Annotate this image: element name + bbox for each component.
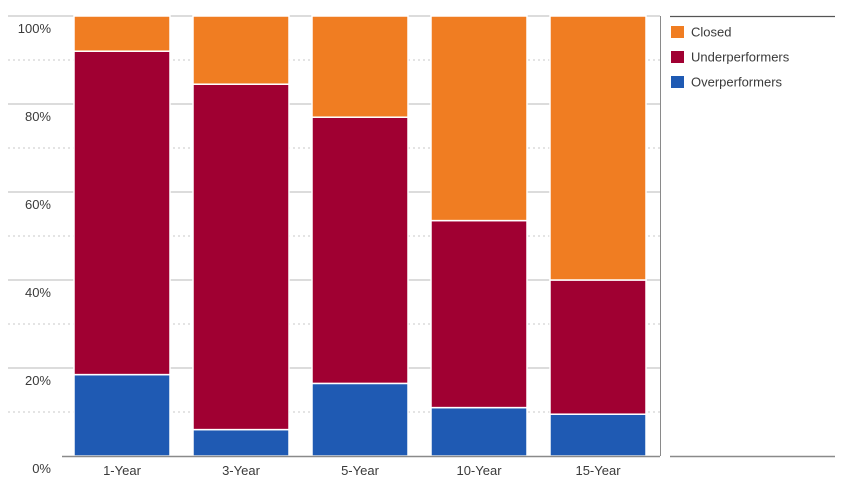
bar-stack-10-year: [430, 15, 528, 457]
y-axis-labels: 0% 20% 40% 60% 80% 100%: [18, 21, 52, 476]
bar-underperformers-5-year: [311, 116, 409, 385]
bar-underperformers-10-year: [430, 219, 528, 409]
bar-closed-1-year: [73, 15, 171, 52]
legend-label: Closed: [691, 25, 731, 40]
x-tick-label: 15-Year: [575, 463, 621, 478]
bar-overperformers-10-year: [430, 406, 528, 457]
bar-underperformers-15-year: [549, 279, 647, 415]
bar-closed-3-year: [192, 15, 290, 85]
x-tick-label: 5-Year: [341, 463, 379, 478]
legend-label: Overperformers: [691, 75, 783, 90]
bar-closed-15-year: [549, 15, 647, 281]
legend-item-closed: Closed: [671, 25, 731, 40]
bar-overperformers-5-year: [311, 382, 409, 457]
bar-overperformers-15-year: [549, 413, 647, 457]
y-tick-label: 100%: [18, 21, 52, 36]
bar-overperformers-1-year: [73, 373, 171, 457]
legend-swatch: [671, 51, 684, 63]
y-tick-label: 80%: [25, 109, 51, 124]
legend-item-overperformers: Overperformers: [671, 75, 783, 90]
legend-label: Underperformers: [691, 50, 790, 65]
bar-closed-10-year: [430, 15, 528, 222]
y-tick-label: 0%: [32, 461, 51, 476]
y-tick-label: 40%: [25, 285, 51, 300]
bar-stack-1-year: [73, 15, 171, 457]
legend-swatch: [671, 76, 684, 88]
bars: [73, 15, 647, 457]
x-tick-label: 10-Year: [456, 463, 502, 478]
legend: Closed Underperformers Overperformers: [671, 25, 790, 90]
y-tick-label: 20%: [25, 373, 51, 388]
bar-stack-3-year: [192, 15, 290, 457]
bar-stack-15-year: [549, 15, 647, 457]
bar-underperformers-3-year: [192, 83, 290, 431]
y-tick-label: 60%: [25, 197, 51, 212]
legend-swatch: [671, 26, 684, 38]
bar-stack-5-year: [311, 15, 409, 457]
bar-overperformers-3-year: [192, 428, 290, 457]
bar-closed-5-year: [311, 15, 409, 118]
x-axis-labels: 1-Year 3-Year 5-Year 10-Year 15-Year: [103, 463, 621, 478]
legend-item-underperformers: Underperformers: [671, 50, 790, 65]
x-tick-label: 3-Year: [222, 463, 260, 478]
x-tick-label: 1-Year: [103, 463, 141, 478]
bar-underperformers-1-year: [73, 50, 171, 376]
